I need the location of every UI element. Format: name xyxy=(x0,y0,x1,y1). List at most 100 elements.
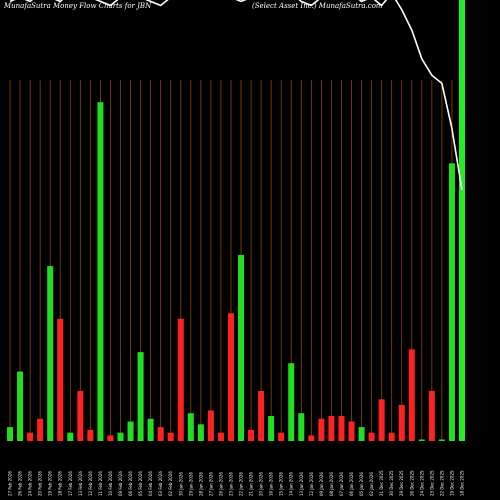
bar xyxy=(248,429,255,441)
x-tick-label: 20 Feb 2026 xyxy=(38,471,43,496)
bar xyxy=(77,391,84,441)
x-tick-label: 07 Jan 2026 xyxy=(339,472,344,496)
price-line xyxy=(9,0,463,191)
x-tick-label: 27 Jan 2026 xyxy=(208,472,213,496)
x-tick-label: 26 Dec 2025 xyxy=(409,470,414,496)
bar xyxy=(27,432,34,441)
bar xyxy=(217,432,224,441)
x-tick-label: 05 Jan 2026 xyxy=(359,472,364,496)
bar xyxy=(47,266,54,441)
bar xyxy=(87,429,94,441)
x-tick-label: 26 Feb 2026 xyxy=(18,471,23,496)
x-tick-label: 23 Jan 2026 xyxy=(228,472,233,496)
x-tick-label: 18 Dec 2025 xyxy=(459,470,464,496)
x-tick-label: 29 Jan 2026 xyxy=(188,472,193,496)
x-tick-label: 12 Jan 2026 xyxy=(309,472,314,496)
x-tick-label: 17 Feb 2026 xyxy=(68,471,73,496)
bar xyxy=(157,427,164,441)
bar xyxy=(57,318,64,441)
x-tick-label: 28 Jan 2026 xyxy=(198,472,203,496)
bar xyxy=(458,0,465,441)
x-tick-label: 04 Feb 2026 xyxy=(148,471,153,496)
x-tick-label: 10 Feb 2026 xyxy=(108,471,113,496)
bar xyxy=(127,421,134,441)
bar xyxy=(117,432,124,441)
bar xyxy=(97,102,104,441)
x-tick-label: 02 Jan 2026 xyxy=(369,472,374,496)
x-tick-label: 29 Dec 2025 xyxy=(399,470,404,496)
bar xyxy=(167,432,174,441)
bar xyxy=(448,163,455,442)
bars xyxy=(7,0,465,442)
bar xyxy=(338,416,345,441)
x-tick-label: 12 Feb 2026 xyxy=(88,471,93,496)
x-tick-label: 09 Feb 2026 xyxy=(118,471,123,496)
x-tick-label: 31 Dec 2025 xyxy=(379,470,384,496)
bar xyxy=(258,391,265,441)
bar xyxy=(268,416,275,441)
x-tick-label: 15 Jan 2026 xyxy=(279,472,284,496)
bar xyxy=(438,439,445,441)
x-tick-label: 16 Jan 2026 xyxy=(269,472,274,496)
bar xyxy=(318,418,325,441)
bar xyxy=(187,413,194,441)
x-tick-label: 26 Jan 2026 xyxy=(218,472,223,496)
bar xyxy=(7,427,14,441)
chart-title-right: (Select Asset Inc.) MunafaSutra.com xyxy=(252,2,383,10)
x-tick-label: 13 Feb 2026 xyxy=(78,471,83,496)
bar xyxy=(227,313,234,441)
bar xyxy=(368,432,375,441)
bar xyxy=(37,418,44,441)
bar xyxy=(67,432,74,441)
x-tick-label: 18 Feb 2026 xyxy=(58,471,63,496)
x-tick-label: 20 Jan 2026 xyxy=(259,472,264,496)
x-tick-label: 13 Jan 2026 xyxy=(299,472,304,496)
x-tick-label: 06 Feb 2026 xyxy=(128,471,133,496)
bar xyxy=(278,432,285,441)
chart-title-left: MunafaSutra Money Flow Charts for JBN xyxy=(4,2,152,10)
x-tick-label: 30 Jan 2026 xyxy=(178,472,183,496)
bar xyxy=(238,254,245,441)
x-tick-label: 03 Feb 2026 xyxy=(158,471,163,496)
price-line-path xyxy=(9,0,463,191)
x-tick-label: 24 Dec 2025 xyxy=(419,470,424,496)
bar xyxy=(137,352,144,441)
x-tick-label: 11 Feb 2026 xyxy=(98,471,103,496)
x-tick-label: 05 Feb 2026 xyxy=(138,471,143,496)
x-tick-label: 22 Jan 2026 xyxy=(239,472,244,496)
bar xyxy=(177,318,184,441)
bar xyxy=(428,391,435,441)
x-tick-label: 09 Jan 2026 xyxy=(319,472,324,496)
x-tick-label: 02 Feb 2026 xyxy=(168,471,173,496)
x-axis-labels: 27 Feb 2026 26 Feb 2026 24 Feb 2026 20 Feb … xyxy=(8,470,465,496)
bar xyxy=(408,349,415,441)
bar xyxy=(207,410,214,441)
x-tick-label: 27 Feb 2026 xyxy=(8,471,13,496)
bar xyxy=(418,439,425,441)
x-tick-label: 30 Dec 2025 xyxy=(389,470,394,496)
bar xyxy=(358,427,365,441)
bar xyxy=(388,432,395,441)
bar xyxy=(288,363,295,441)
bar xyxy=(308,435,315,441)
bar xyxy=(197,424,204,441)
grid-lines xyxy=(9,80,463,441)
x-tick-label: 14 Jan 2026 xyxy=(289,472,294,496)
x-tick-label: 08 Jan 2026 xyxy=(329,472,334,496)
x-tick-label: 19 Feb 2026 xyxy=(48,471,53,496)
bar xyxy=(378,399,385,441)
x-tick-label: 23 Dec 2025 xyxy=(429,470,434,496)
x-tick-label: 19 Dec 2025 xyxy=(449,470,454,496)
bar xyxy=(328,416,335,441)
bar xyxy=(348,421,355,441)
x-tick-label: 22 Dec 2025 xyxy=(439,470,444,496)
bar xyxy=(107,435,114,441)
x-tick-label: 24 Feb 2026 xyxy=(28,471,33,496)
bar xyxy=(17,371,24,441)
bar xyxy=(147,418,154,441)
x-tick-label: 06 Jan 2026 xyxy=(349,472,354,496)
x-tick-label: 21 Jan 2026 xyxy=(249,472,254,496)
bar xyxy=(298,413,305,441)
bar xyxy=(398,404,405,441)
